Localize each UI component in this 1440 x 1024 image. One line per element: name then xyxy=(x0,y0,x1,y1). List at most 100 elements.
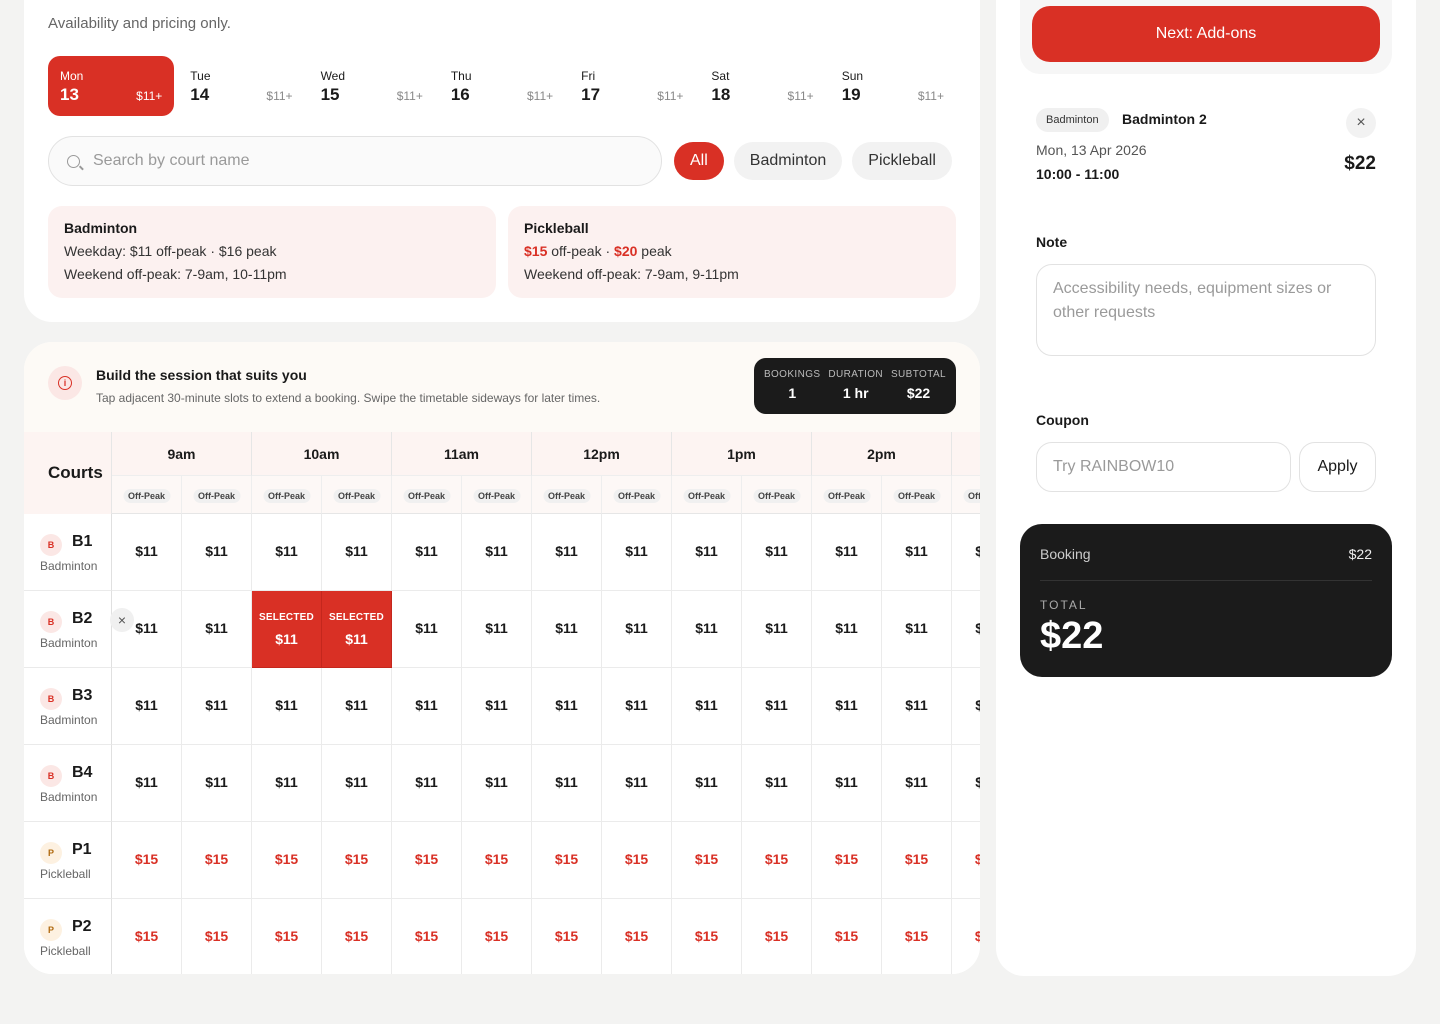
slot-cell[interactable]: $11 xyxy=(392,668,462,745)
slot-cell[interactable]: $15 xyxy=(112,899,182,974)
slot-cell[interactable]: $15 xyxy=(182,822,252,899)
slot-cell[interactable]: $11 xyxy=(182,745,252,822)
filter-pickleball[interactable]: Pickleball xyxy=(852,142,952,180)
slot-cell[interactable]: $11 xyxy=(462,668,532,745)
slot-cell[interactable]: $11 xyxy=(392,745,462,822)
slot-cell[interactable]: $15 xyxy=(672,822,742,899)
slot-cell[interactable]: $15 xyxy=(812,822,882,899)
slot-cell[interactable]: $11 xyxy=(322,668,392,745)
clear-selection-icon[interactable]: × xyxy=(110,608,134,632)
slot-cell[interactable]: $15 xyxy=(322,899,392,974)
slot-cell[interactable]: $11 xyxy=(532,591,602,668)
slot-cell[interactable]: $11 xyxy=(602,514,672,591)
day-option-thu[interactable]: Thu 16 $11+ xyxy=(439,56,565,116)
court-type: Badminton xyxy=(40,790,98,804)
slot-cell[interactable]: $11 xyxy=(602,591,672,668)
slot-cell[interactable]: $11 xyxy=(952,668,980,745)
slot-cell[interactable]: $11 xyxy=(322,514,392,591)
slot-cell[interactable]: $11 xyxy=(952,591,980,668)
slot-cell[interactable]: $11 xyxy=(812,514,882,591)
coupon-input[interactable] xyxy=(1036,442,1291,492)
slot-cell[interactable]: $15 xyxy=(532,822,602,899)
slot-cell[interactable]: $11 xyxy=(532,514,602,591)
day-option-fri[interactable]: Fri 17 $11+ xyxy=(569,56,695,116)
slot-cell[interactable]: $11 xyxy=(252,668,322,745)
slot-cell[interactable]: $11 xyxy=(672,745,742,822)
slot-cell[interactable]: $11 xyxy=(392,514,462,591)
slot-cell[interactable]: $15 xyxy=(812,899,882,974)
slot-cell[interactable]: $11 xyxy=(182,514,252,591)
slot-cell[interactable]: $15 xyxy=(392,899,462,974)
slot-cell[interactable]: $11 xyxy=(742,591,812,668)
slot-cell[interactable]: $11 xyxy=(252,745,322,822)
day-option-mon[interactable]: Mon 13 $11+ xyxy=(48,56,175,116)
slot-cell[interactable]: $15 xyxy=(322,822,392,899)
slot-cell[interactable]: $11 xyxy=(812,668,882,745)
summary-value: $22 xyxy=(906,385,931,401)
slot-cell[interactable]: $11 xyxy=(742,514,812,591)
slot-cell[interactable]: $15 xyxy=(182,899,252,974)
slot-cell[interactable]: $11 xyxy=(112,514,182,591)
next-addons-button[interactable]: Next: Add-ons xyxy=(1032,6,1380,62)
slot-cell[interactable]: $11 xyxy=(952,745,980,822)
slot-cell[interactable]: $11 xyxy=(252,514,322,591)
slot-cell[interactable]: $11 xyxy=(462,591,532,668)
slot-cell[interactable]: $11 xyxy=(742,668,812,745)
slot-cell[interactable]: $11 xyxy=(952,514,980,591)
slot-cell[interactable]: $11 xyxy=(602,668,672,745)
slot-cell[interactable]: $11 xyxy=(882,591,952,668)
slot-cell[interactable]: $11 xyxy=(882,668,952,745)
slot-cell[interactable]: $11 xyxy=(672,591,742,668)
slot-price: $11 xyxy=(765,543,788,559)
slot-cell[interactable]: $11 xyxy=(112,745,182,822)
slot-cell[interactable]: $11 xyxy=(882,745,952,822)
slot-price: $11 xyxy=(275,631,298,647)
day-option-wed[interactable]: Wed 15 $11+ xyxy=(309,56,435,116)
slot-cell[interactable]: $15 xyxy=(462,822,532,899)
slot-cell[interactable]: $15 xyxy=(602,899,672,974)
timetable-scroll[interactable]: Courts 9am Off-Peak Off-Peak 10am Off-Peak Off… xyxy=(24,432,980,974)
slot-cell[interactable]: $15 xyxy=(602,822,672,899)
slot-cell[interactable]: $11 xyxy=(602,745,672,822)
slot-cell[interactable]: $15 xyxy=(462,899,532,974)
slot-cell[interactable]: $15 xyxy=(952,822,980,899)
slot-cell[interactable]: $15 xyxy=(952,899,980,974)
slot-cell[interactable]: $11 xyxy=(112,668,182,745)
day-option-sat[interactable]: Sat 18 $11+ xyxy=(699,56,825,116)
filter-all[interactable]: All xyxy=(674,142,724,180)
slot-cell[interactable]: $11 xyxy=(322,745,392,822)
day-option-sun[interactable]: Sun 19 $11+ xyxy=(830,56,956,116)
slot-cell[interactable]: $11 xyxy=(462,514,532,591)
slot-cell[interactable]: $11 xyxy=(742,745,812,822)
slot-cell[interactable]: $11 xyxy=(462,745,532,822)
hour-header: 9am xyxy=(112,432,252,476)
slot-cell[interactable]: $11 xyxy=(672,668,742,745)
apply-coupon-button[interactable]: Apply xyxy=(1299,442,1376,492)
remove-booking-icon[interactable]: × xyxy=(1346,108,1376,138)
slot-cell-selected[interactable]: SELECTED $11 xyxy=(252,591,322,668)
slot-cell[interactable]: $11 xyxy=(532,745,602,822)
slot-cell[interactable]: $11 xyxy=(812,591,882,668)
slot-cell[interactable]: $15 xyxy=(532,899,602,974)
slot-cell[interactable]: $15 xyxy=(882,822,952,899)
slot-cell[interactable]: $11 xyxy=(392,591,462,668)
slot-cell[interactable]: $11 xyxy=(812,745,882,822)
slot-cell[interactable]: $11 xyxy=(182,591,252,668)
slot-cell[interactable]: $15 xyxy=(252,822,322,899)
slot-cell[interactable]: $15 xyxy=(742,822,812,899)
slot-cell[interactable]: $15 xyxy=(882,899,952,974)
slot-cell[interactable]: $15 xyxy=(742,899,812,974)
day-option-tue[interactable]: Tue 14 $11+ xyxy=(178,56,304,116)
slot-cell[interactable]: $15 xyxy=(112,822,182,899)
filter-badminton[interactable]: Badminton xyxy=(733,142,843,180)
slot-cell[interactable]: $11 xyxy=(672,514,742,591)
search-input[interactable] xyxy=(93,137,633,185)
slot-cell[interactable]: $15 xyxy=(252,899,322,974)
slot-cell[interactable]: $11 xyxy=(882,514,952,591)
slot-cell-selected[interactable]: SELECTED $11 xyxy=(322,591,392,668)
slot-cell[interactable]: $15 xyxy=(392,822,462,899)
note-textarea[interactable] xyxy=(1036,264,1376,356)
slot-cell[interactable]: $15 xyxy=(672,899,742,974)
slot-cell[interactable]: $11 xyxy=(532,668,602,745)
slot-cell[interactable]: $11 xyxy=(182,668,252,745)
